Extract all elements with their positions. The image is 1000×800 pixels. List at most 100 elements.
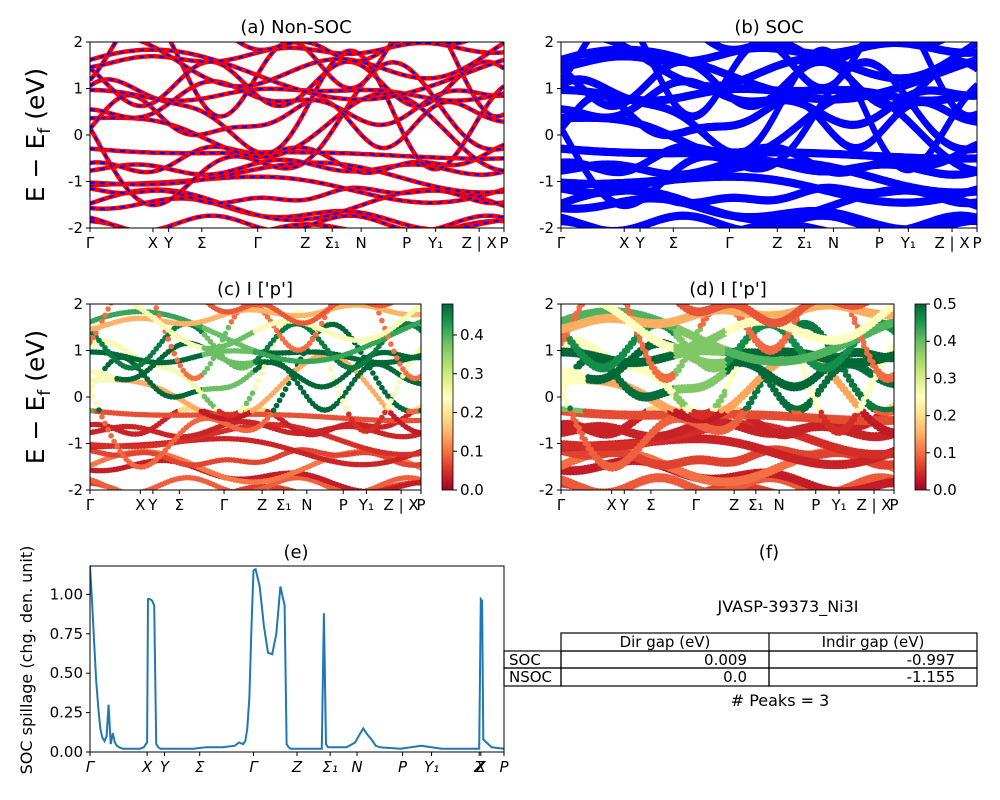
y-tick-label: 1 <box>73 80 83 98</box>
projected-band-point <box>385 404 391 410</box>
projected-band-point <box>264 415 271 422</box>
projected-band-point <box>376 343 382 350</box>
projected-band-point <box>282 386 289 393</box>
y-tick-label: -1 <box>68 173 83 191</box>
projected-band-point <box>150 298 156 304</box>
projected-band-point <box>267 411 274 418</box>
nonsoc-band-dash <box>90 197 504 228</box>
y-tick-label: 0 <box>73 388 83 406</box>
projected-band-point <box>114 443 120 450</box>
projected-band-point <box>93 378 99 385</box>
panel-c-scatter <box>87 297 421 497</box>
x-tick-label: Z | X <box>384 496 419 514</box>
projected-band-point <box>406 361 412 368</box>
projected-band-point <box>391 348 397 355</box>
projected-band-point <box>99 414 105 420</box>
x-tick-label: Γ <box>557 234 566 252</box>
projected-band-point <box>255 377 262 384</box>
x-tick-label: X <box>619 234 629 252</box>
projected-band-point <box>742 405 749 412</box>
soc-band-line <box>561 42 977 72</box>
soc-band-line <box>561 57 977 107</box>
projected-band-point <box>102 312 108 319</box>
y-tick-label: 0 <box>73 126 83 144</box>
projected-band-point <box>848 378 855 385</box>
nonsoc-band-dash <box>90 61 504 206</box>
projected-band-point <box>379 399 385 406</box>
projected-band-point <box>99 318 105 325</box>
projected-band-point <box>592 492 598 498</box>
projected-band-point <box>829 489 832 490</box>
projected-band-point <box>87 298 93 304</box>
projected-band-point <box>770 488 776 490</box>
projected-band-point <box>300 389 307 396</box>
projected-band-point <box>418 479 421 485</box>
projected-band-point <box>346 490 352 496</box>
projected-band-point <box>719 492 725 498</box>
panel-b-bands <box>561 42 977 228</box>
projected-band-point <box>364 380 370 387</box>
projected-band-point <box>349 490 355 496</box>
nonsoc-band-dash <box>90 42 504 69</box>
projected-band-point <box>279 336 286 342</box>
projected-band-point <box>273 402 280 409</box>
projected-band-point <box>264 314 271 320</box>
projected-band-point <box>340 298 346 304</box>
projected-band-point <box>202 297 208 303</box>
projected-band-point <box>704 491 710 497</box>
projected-band-point <box>123 491 129 497</box>
x-tick-label: Z <box>772 234 782 252</box>
projected-band-point <box>725 490 731 496</box>
projected-band-point <box>343 405 349 411</box>
projected-band-point <box>379 384 385 391</box>
projected-band-point <box>418 430 421 436</box>
projected-band-point <box>379 317 385 324</box>
projected-band-point <box>123 298 129 304</box>
projected-band-point <box>337 390 343 397</box>
projected-band-point <box>105 426 111 433</box>
colorbar-tick-label: 0.2 <box>460 404 484 422</box>
projected-band-point <box>156 342 162 348</box>
projected-band-point <box>241 490 247 496</box>
nonsoc-band-line <box>90 185 504 206</box>
projected-band-point <box>327 366 334 372</box>
projected-band-point <box>261 363 268 370</box>
projected-band-point <box>707 492 713 498</box>
projected-band-point <box>397 379 403 385</box>
panel-d-scatter <box>561 304 894 498</box>
nonsoc-band-dash <box>90 158 504 176</box>
projected-band-point <box>132 490 138 496</box>
projected-band-point <box>340 398 346 404</box>
projected-band-point <box>321 343 328 350</box>
projected-band-point <box>204 365 211 372</box>
projected-band-point <box>312 331 319 338</box>
y-tick-label: 1 <box>73 342 83 360</box>
y-tick-label: -1 <box>539 173 554 191</box>
projected-band-point <box>370 370 376 376</box>
soc-band-line <box>561 92 977 175</box>
x-tick-label: Y₁ <box>358 496 374 514</box>
projected-band-point <box>708 489 711 490</box>
projected-band-point <box>246 395 253 402</box>
projected-band-point <box>343 389 349 396</box>
x-tick-label: X <box>148 234 158 252</box>
projected-band-point <box>168 343 174 350</box>
y-tick-label: 2 <box>73 33 83 51</box>
x-tick-label: P <box>339 496 348 514</box>
x-tick-label: Σ₁ <box>797 234 813 252</box>
projected-band-point <box>153 305 159 311</box>
projected-band-point <box>99 341 105 347</box>
projected-band-point <box>352 377 358 383</box>
colorbar-tick-label: 0.4 <box>460 326 484 344</box>
projected-band-point <box>117 448 123 455</box>
projected-band-point <box>117 488 123 490</box>
x-tick-label: Σ <box>175 496 184 514</box>
projected-band-point <box>376 395 382 402</box>
projected-band-point <box>108 433 114 439</box>
projected-band-point <box>418 407 421 414</box>
projected-band-point <box>598 491 604 497</box>
projected-band-point <box>722 491 728 497</box>
x-tick-label: Σ <box>197 234 206 252</box>
nonsoc-band-dash <box>90 219 504 228</box>
